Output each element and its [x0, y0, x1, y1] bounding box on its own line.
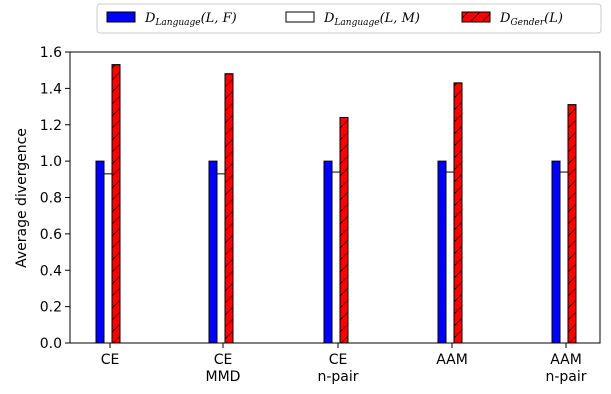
y-tick-label: 0.4 [40, 263, 62, 279]
bar-language-lf [95, 160, 105, 344]
bar-language-lm [445, 171, 455, 344]
x-tick-label: CE [329, 352, 348, 368]
bar-gender-hatch [339, 116, 349, 344]
y-tick-label: 0.2 [40, 300, 62, 316]
bar-language-lm [103, 173, 113, 344]
legend-entry: DGender(L) [499, 11, 563, 28]
y-tick-label: 0.0 [40, 336, 62, 352]
legend-entry: DLanguage(L, F) [144, 11, 237, 28]
legend: DLanguage(L, F) DLanguage(L, M) DGender(L) [96, 3, 602, 34]
x-tick-label: AAM [436, 352, 468, 368]
bar-language-lf [208, 160, 218, 344]
bar-language-lm [331, 171, 341, 344]
legend-box [96, 3, 602, 34]
x-tick-label: n-pair [545, 369, 586, 385]
y-axis-label: Average divergence [14, 128, 30, 268]
bar-gender-hatch [453, 82, 463, 344]
bar-language-lf [551, 160, 561, 344]
y-tick-label: 1.4 [40, 81, 62, 97]
x-tick-label: CE [101, 352, 120, 368]
x-tick-label: n-pair [317, 369, 358, 385]
bar-language-lf [323, 160, 333, 344]
bar-gender-hatch [224, 73, 234, 344]
legend-swatch-hatch [461, 11, 491, 23]
legend-swatch [106, 11, 136, 23]
bar-language-lf [437, 160, 447, 344]
y-tick-label: 1.0 [40, 154, 62, 170]
y-tick-label: 1.6 [40, 45, 62, 61]
x-tick-label: CE [214, 352, 233, 368]
legend-swatch [285, 11, 315, 23]
bar-language-lm [216, 173, 226, 344]
y-tick-label: 1.2 [40, 118, 62, 134]
x-tick-label: MMD [206, 369, 241, 385]
bar-gender-hatch [567, 104, 577, 344]
legend-entry: DLanguage(L, M) [323, 11, 420, 28]
bar-language-lm [559, 171, 569, 344]
y-tick-label: 0.6 [40, 227, 62, 243]
y-tick-label: 0.8 [40, 191, 62, 207]
bar-gender-hatch [111, 64, 121, 344]
x-tick-label: AAM [550, 352, 582, 368]
